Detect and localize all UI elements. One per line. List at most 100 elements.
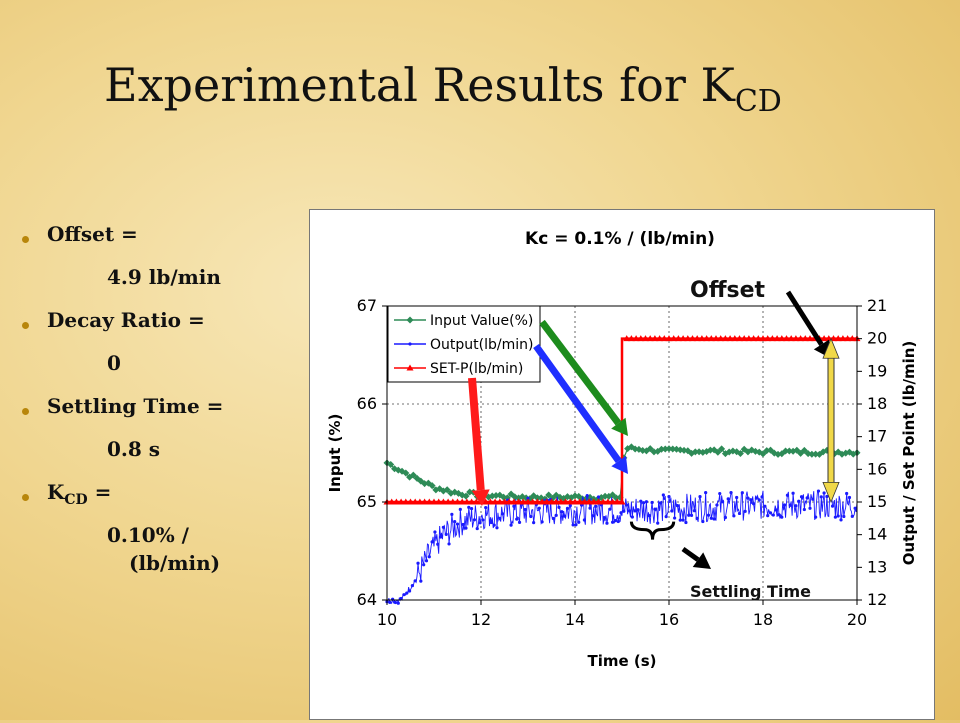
kcd-value-unit: (lb/min) (129, 551, 221, 575)
bullet-dot (22, 236, 29, 243)
set-point-marker (595, 498, 602, 505)
input-value-marker (436, 485, 444, 493)
output-marker (427, 555, 431, 559)
output-marker (571, 523, 575, 527)
output-marker (622, 509, 626, 513)
offset-arrow-head-top (822, 337, 840, 359)
set-point-marker (806, 335, 814, 342)
output-marker (422, 563, 426, 567)
output-marker (701, 519, 705, 524)
set-point-marker (797, 335, 805, 342)
controller-response-chart: Kc = 0.1% / (lb/min) 10 12 14 16 18 20 64 65 66 6… (326, 229, 918, 670)
input-value-marker (657, 445, 665, 453)
input-value-marker (466, 488, 474, 496)
output-marker (726, 497, 730, 501)
set-point-marker (731, 335, 739, 342)
x-tick-label: 20 (847, 610, 867, 629)
input-value-marker (815, 450, 823, 458)
input-value-marker (552, 491, 560, 499)
arrow-shaft (533, 343, 622, 464)
set-point-marker (482, 498, 490, 505)
set-point-marker (778, 335, 786, 342)
y-right-axis-label: Output / Set Point (lb/min) (900, 341, 918, 566)
x-tick-label: 18 (753, 610, 773, 629)
set-point-marker (736, 335, 743, 342)
output-marker (675, 503, 680, 508)
set-point-marker (576, 498, 584, 505)
output-marker (687, 513, 691, 517)
output-marker (481, 518, 485, 522)
output-marker (532, 521, 536, 525)
legend-label: Output(lb/min) (430, 337, 533, 353)
output-marker (805, 496, 809, 500)
output-marker (712, 517, 716, 521)
output-marker (605, 521, 609, 525)
input-value-marker (838, 450, 846, 458)
input-value-marker (406, 316, 414, 324)
output-marker (492, 523, 496, 527)
input-value-marker (646, 445, 654, 453)
output-line (386, 490, 858, 605)
output-marker (616, 519, 620, 524)
y-right-tick-label: 21 (867, 296, 887, 315)
output-marker (816, 489, 821, 493)
set-point-marker (548, 498, 555, 505)
axis-ticks: 10 12 14 16 18 20 64 65 66 67 12 13 14 15 16 17 18 19 20 21 (357, 296, 888, 629)
set-point-marker (693, 335, 701, 342)
set-point-marker (768, 335, 776, 342)
offset-double-arrow (822, 337, 840, 504)
output-marker (419, 579, 423, 583)
output-marker (647, 513, 651, 518)
output-marker (847, 495, 852, 500)
output-marker (658, 501, 663, 505)
input-value-marker (402, 469, 410, 477)
input-value-marker (770, 449, 778, 457)
output-marker (585, 494, 589, 498)
output-marker (565, 506, 570, 510)
arrow-head (611, 417, 628, 436)
input-value-marker (432, 486, 440, 494)
set-point-marker (430, 498, 438, 505)
kcd-value: 0.10% / (107, 523, 189, 547)
set-point-marker (651, 335, 659, 342)
set-point-marker (660, 335, 668, 342)
set-point-marker (717, 335, 725, 342)
output-marker (678, 518, 682, 522)
output-marker (410, 584, 414, 588)
input-value-marker (676, 446, 684, 454)
set-point-marker (562, 498, 570, 505)
y-right-tick-label: 14 (867, 525, 887, 544)
output-marker (830, 504, 835, 508)
settling-time-annotation-label: Settling Time (690, 582, 811, 601)
input-value-marker (533, 494, 541, 502)
output-marker (799, 495, 804, 499)
input-value-marker (398, 467, 406, 475)
input-value-arrow (539, 319, 628, 436)
slide-title: Experimental Results for KCD (104, 58, 782, 119)
output-marker (393, 600, 398, 605)
output-marker (557, 505, 561, 509)
input-value-marker (631, 445, 639, 453)
kcd-label: KCD = (47, 480, 111, 508)
input-value-marker (759, 450, 767, 458)
output-marker (653, 507, 657, 511)
input-value-marker (800, 446, 808, 454)
output-marker (723, 515, 727, 520)
x-axis-label: Time (s) (587, 652, 656, 670)
set-point-marker (679, 335, 687, 342)
kcd-label-equals: = (87, 480, 112, 504)
input-value-marker (665, 445, 673, 453)
set-point-marker (637, 335, 645, 342)
output-marker (814, 515, 818, 519)
output-marker (670, 509, 674, 513)
output-marker (551, 516, 555, 521)
y-right-tick-label: 18 (867, 394, 887, 413)
output-marker (692, 509, 696, 513)
output-marker (760, 495, 764, 499)
output-marker (822, 491, 826, 495)
y-left-axis-label: Input (%) (326, 414, 344, 493)
chart-panel: Kc = 0.1% / (lb/min) 10 12 14 16 18 20 64 65 66 6… (309, 209, 935, 720)
output-marker (408, 342, 412, 346)
settling-time-arrow (681, 546, 711, 569)
slide-title-text: Experimental Results for K (104, 58, 735, 112)
